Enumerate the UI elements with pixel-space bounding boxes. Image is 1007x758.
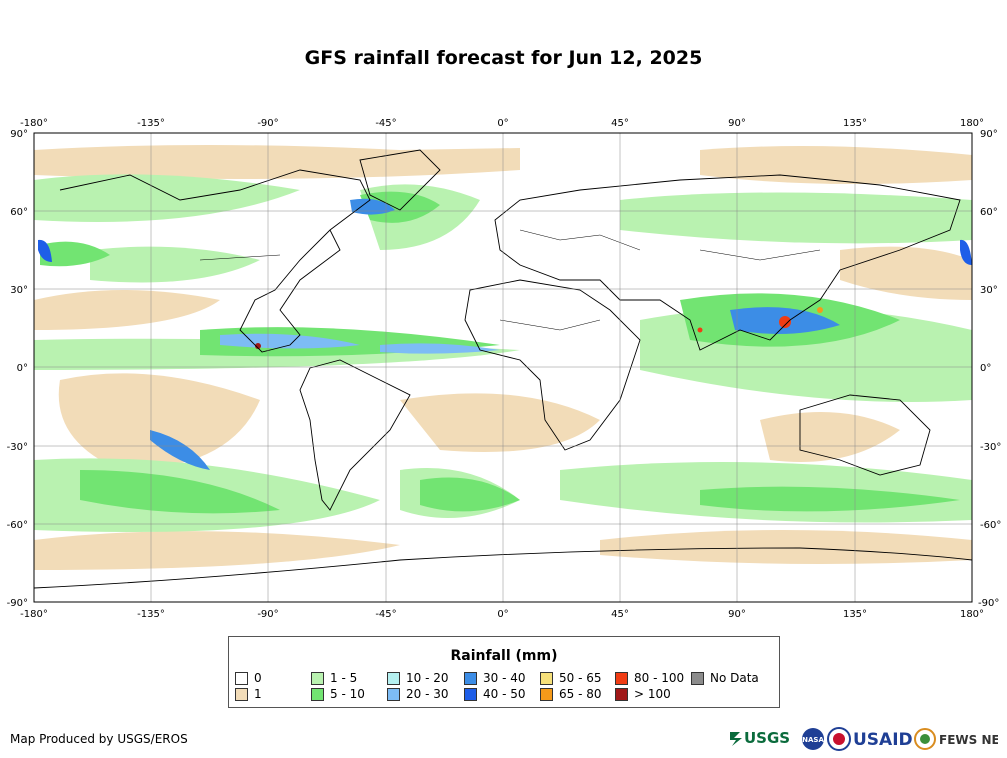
lat-tick-label: 60° [10, 207, 28, 218]
legend-item: > 100 [615, 687, 671, 701]
legend-swatch [387, 671, 400, 685]
lat-tick-label: 60° [980, 207, 998, 218]
legend-item: 30 - 40 [464, 671, 526, 685]
legend-item: No Data [691, 671, 759, 685]
lat-labels-left: 90° 60° 30° 0° -30° -60° -90° [7, 129, 28, 609]
legend-swatch [615, 671, 628, 685]
legend-label: No Data [710, 671, 759, 685]
usaid-logo-text: USAID [853, 730, 913, 750]
lat-tick-label: 30° [10, 285, 28, 296]
legend-swatch [235, 671, 248, 685]
legend-label: 65 - 80 [559, 687, 602, 701]
legend-label: 80 - 100 [634, 671, 685, 685]
legend-swatch [691, 671, 704, 685]
lon-tick-label: -90° [257, 609, 278, 620]
legend-label: 1 [254, 687, 262, 701]
legend-swatch [387, 687, 400, 701]
legend-swatch [311, 687, 324, 701]
lon-tick-label: 90° [728, 609, 746, 620]
legend-swatch [540, 671, 553, 685]
legend-item: 1 - 5 [311, 671, 357, 685]
usgs-logo-text: USGS [744, 729, 790, 747]
legend-item: 20 - 30 [387, 687, 449, 701]
lat-tick-label: -60° [7, 520, 28, 531]
lat-tick-label: 90° [980, 129, 998, 140]
fews-net-logo-text: FEWS NET [939, 733, 998, 747]
lat-labels-right: 90° 60° 30° 0° -30° -60° -90° [978, 129, 1001, 609]
gridlines [34, 133, 972, 602]
legend-label: 50 - 65 [559, 671, 602, 685]
map-credit: Map Produced by USGS/EROS [10, 732, 188, 746]
legend-swatch [464, 671, 477, 685]
legend-title: Rainfall (mm) [450, 648, 558, 664]
legend: Rainfall (mm) 0 1 1 - 5 5 - 10 10 - 20 2… [228, 636, 780, 708]
lon-tick-label: -90° [257, 118, 278, 129]
legend-label: 20 - 30 [406, 687, 449, 701]
legend-item: 0 [235, 671, 262, 685]
lon-tick-label: 135° [843, 609, 867, 620]
lon-tick-label: -135° [137, 118, 165, 129]
lon-tick-label: 135° [843, 118, 867, 129]
legend-item: 5 - 10 [311, 687, 365, 701]
lon-tick-label: 180° [960, 118, 984, 129]
lon-tick-label: -135° [137, 609, 165, 620]
legend-label: > 100 [634, 687, 671, 701]
lon-tick-label: 0° [497, 609, 508, 620]
lon-tick-label: 180° [960, 609, 984, 620]
legend-label: 30 - 40 [483, 671, 526, 685]
lon-tick-label: -45° [375, 609, 396, 620]
lon-tick-label: -180° [20, 118, 48, 129]
legend-item: 50 - 65 [540, 671, 602, 685]
legend-label: 40 - 50 [483, 687, 526, 701]
country-borders [199, 229, 821, 331]
nasa-logo-text: NASA [802, 736, 824, 744]
lon-labels-bottom: -180° -135° -90° -45° 0° 45° 90° 135° 18… [20, 609, 984, 620]
map-frame [33, 132, 973, 603]
lat-tick-label: -60° [980, 520, 1001, 531]
legend-label: 10 - 20 [406, 671, 449, 685]
legend-item: 80 - 100 [615, 671, 684, 685]
logos-strip: USGS NASA USAID FEWS NET [730, 727, 998, 751]
lon-tick-label: 0° [497, 118, 508, 129]
fews-net-logo: FEWS NET [914, 728, 998, 750]
legend-swatch [615, 687, 628, 701]
legend-label: 5 - 10 [330, 687, 365, 701]
lon-tick-label: 90° [728, 118, 746, 129]
legend-swatch [311, 671, 324, 685]
legend-swatch [540, 687, 553, 701]
coastlines [34, 149, 972, 589]
lon-tick-label: 45° [611, 609, 629, 620]
lat-tick-label: 30° [980, 285, 998, 296]
lat-tick-label: -30° [980, 442, 1001, 453]
legend-item: 65 - 80 [540, 687, 602, 701]
lat-tick-label: -30° [7, 442, 28, 453]
legend-item: 1 [235, 687, 262, 701]
lat-tick-label: 90° [10, 129, 28, 140]
lat-tick-label: -90° [978, 598, 999, 609]
legend-label: 0 [254, 671, 262, 685]
legend-swatch [464, 687, 477, 701]
legend-label: 1 - 5 [330, 671, 358, 685]
lon-tick-label: 45° [611, 118, 629, 129]
lat-tick-label: 0° [980, 363, 991, 374]
map-canvas [34, 133, 972, 602]
legend-swatch [235, 687, 248, 701]
usaid-logo: USAID [827, 727, 913, 751]
lat-tick-label: 0° [17, 363, 28, 374]
lon-tick-label: -45° [375, 118, 396, 129]
usgs-logo: USGS [730, 729, 790, 747]
lat-tick-label: -90° [7, 598, 28, 609]
legend-item: 10 - 20 [387, 671, 449, 685]
lon-tick-label: -180° [20, 609, 48, 620]
map-title: GFS rainfall forecast for Jun 12, 2025 [304, 47, 703, 69]
legend-item: 40 - 50 [464, 687, 526, 701]
partner-logos: USGS NASA USAID FEWS NET [728, 726, 998, 754]
lon-labels-top: -180° -135° -90° -45° 0° 45° 90° 135° 18… [20, 118, 984, 129]
nasa-logo: NASA [802, 728, 824, 750]
rainfall-band-heavy [38, 198, 972, 470]
